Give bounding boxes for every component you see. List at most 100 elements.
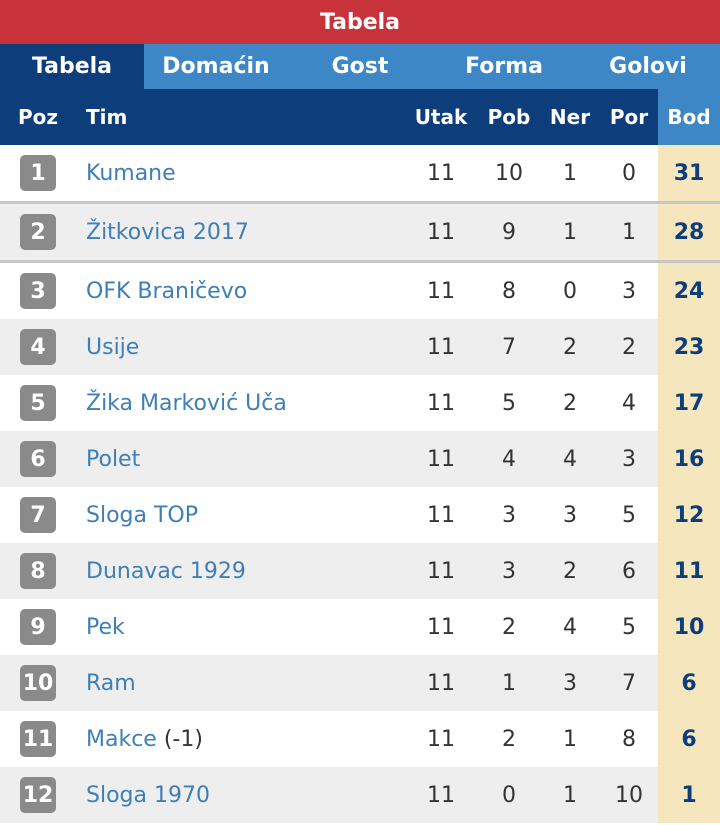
played-cell: 11: [427, 614, 455, 640]
position-cell: 3: [0, 263, 56, 319]
team-cell: Žika Marković Uča: [86, 375, 287, 431]
losses-cell: 5: [622, 502, 636, 528]
team-cell: Sloga TOP: [86, 487, 198, 543]
draws-cell: 2: [563, 558, 577, 584]
wins-cell: 10: [495, 160, 523, 186]
points-cell: 11: [658, 543, 720, 599]
position-cell: 11: [0, 711, 56, 767]
tab-tabela[interactable]: Tabela: [0, 44, 144, 89]
table-row[interactable]: 6 Polet 11 4 4 3 16: [0, 431, 720, 487]
draws-cell: 2: [563, 334, 577, 360]
points-cell: 23: [658, 319, 720, 375]
played-cell: 11: [427, 334, 455, 360]
table-row[interactable]: 2 Žitkovica 2017 11 9 1 1 28: [0, 204, 720, 263]
position-badge: 11: [20, 721, 56, 757]
played-cell: 11: [427, 446, 455, 472]
position-badge: 10: [20, 665, 56, 701]
losses-cell: 8: [622, 726, 636, 752]
played-cell: 11: [427, 219, 455, 245]
team-name-link[interactable]: Usije: [86, 334, 140, 360]
table-row[interactable]: 9 Pek 11 2 4 5 10: [0, 599, 720, 655]
col-header-pob: Pob: [487, 105, 531, 129]
team-name-link[interactable]: Ram: [86, 670, 136, 696]
losses-cell: 3: [622, 278, 636, 304]
table-row[interactable]: 3 OFK Braničevo 11 8 0 3 24: [0, 263, 720, 319]
team-cell: OFK Braničevo: [86, 263, 247, 319]
points-cell: 16: [658, 431, 720, 487]
position-badge: 2: [20, 214, 56, 250]
tab-gost[interactable]: Gost: [331, 54, 389, 79]
position-cell: 1: [0, 145, 56, 201]
wins-cell: 1: [502, 670, 516, 696]
played-cell: 11: [427, 558, 455, 584]
played-cell: 11: [427, 278, 455, 304]
position-badge: 6: [20, 441, 56, 477]
wins-cell: 2: [502, 614, 516, 640]
team-name-link[interactable]: OFK Braničevo: [86, 278, 248, 304]
tab-domacin[interactable]: Domaćin: [162, 54, 270, 79]
draws-cell: 1: [563, 782, 577, 808]
team-name-link[interactable]: Dunavac 1929: [86, 558, 246, 584]
wins-cell: 2: [502, 726, 516, 752]
table-row[interactable]: 7 Sloga TOP 11 3 3 5 12: [0, 487, 720, 543]
position-cell: 4: [0, 319, 56, 375]
wins-cell: 0: [502, 782, 516, 808]
team-name-link[interactable]: Sloga TOP: [86, 502, 198, 528]
col-header-utak: Utak: [414, 105, 468, 129]
wins-cell: 5: [502, 390, 516, 416]
tab-forma[interactable]: Forma: [465, 54, 543, 79]
table-row[interactable]: 11 Makce (-1) 11 2 1 8 6: [0, 711, 720, 767]
col-header-ner: Ner: [549, 105, 591, 129]
team-name-link[interactable]: Pek: [86, 614, 125, 640]
table-row[interactable]: 5 Žika Marković Uča 11 5 2 4 17: [0, 375, 720, 431]
team-cell: Ram: [86, 655, 136, 711]
table-row[interactable]: 1 Kumane 11 10 1 0 31: [0, 145, 720, 204]
team-cell: Dunavac 1929: [86, 543, 246, 599]
page-title: Tabela: [0, 0, 720, 44]
draws-cell: 1: [563, 726, 577, 752]
losses-cell: 0: [622, 160, 636, 186]
position-cell: 5: [0, 375, 56, 431]
played-cell: 11: [427, 670, 455, 696]
points-cell: 12: [658, 487, 720, 543]
team-name-link[interactable]: Sloga 1970: [86, 782, 210, 808]
played-cell: 11: [427, 782, 455, 808]
played-cell: 11: [427, 390, 455, 416]
table-row[interactable]: 10 Ram 11 1 3 7 6: [0, 655, 720, 711]
position-cell: 2: [0, 204, 56, 260]
position-cell: 9: [0, 599, 56, 655]
points-cell: 6: [658, 711, 720, 767]
points-cell: 10: [658, 599, 720, 655]
table-row[interactable]: 8 Dunavac 1929 11 3 2 6 11: [0, 543, 720, 599]
wins-cell: 3: [502, 502, 516, 528]
wins-cell: 9: [502, 219, 516, 245]
position-cell: 6: [0, 431, 56, 487]
wins-cell: 8: [502, 278, 516, 304]
team-cell: Sloga 1970: [86, 767, 210, 823]
team-name-link[interactable]: Kumane: [86, 160, 176, 186]
played-cell: 11: [427, 502, 455, 528]
points-cell: 31: [658, 145, 720, 201]
tab-golovi[interactable]: Golovi: [609, 54, 687, 79]
team-name-link[interactable]: Žitkovica 2017: [86, 219, 249, 245]
position-badge: 12: [20, 777, 56, 813]
team-name-link[interactable]: Polet: [86, 446, 141, 472]
table-row[interactable]: 4 Usije 11 7 2 2 23: [0, 319, 720, 375]
table-row[interactable]: 12 Sloga 1970 11 0 1 10 1: [0, 767, 720, 823]
team-name-link[interactable]: Žika Marković Uča: [86, 390, 287, 416]
draws-cell: 0: [563, 278, 577, 304]
wins-cell: 4: [502, 446, 516, 472]
wins-cell: 7: [502, 334, 516, 360]
team-name-link[interactable]: Makce: [86, 726, 157, 752]
position-badge: 9: [20, 609, 56, 645]
losses-cell: 4: [622, 390, 636, 416]
losses-cell: 2: [622, 334, 636, 360]
position-cell: 12: [0, 767, 56, 823]
draws-cell: 2: [563, 390, 577, 416]
losses-cell: 7: [622, 670, 636, 696]
table-header: Poz Tim Utak Pob Ner Por Bod: [0, 89, 720, 145]
draws-cell: 4: [563, 614, 577, 640]
points-cell: 24: [658, 263, 720, 319]
points-cell: 17: [658, 375, 720, 431]
losses-cell: 3: [622, 446, 636, 472]
